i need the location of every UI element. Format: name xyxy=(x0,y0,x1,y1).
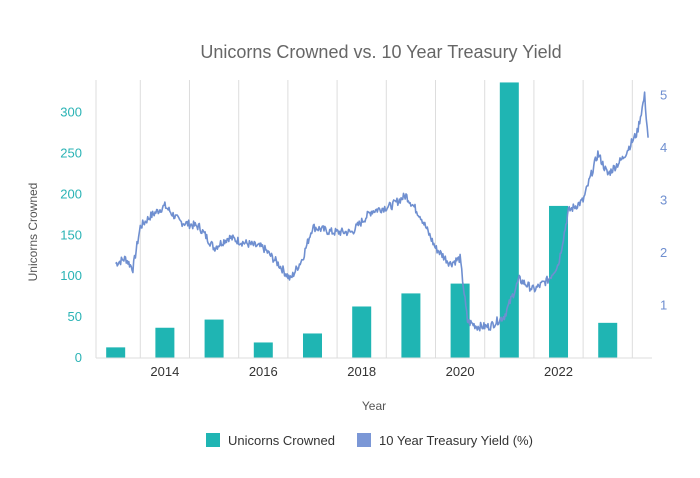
bar xyxy=(204,319,224,358)
x-axis-ticks: 2014 2016 2018 2020 2022 xyxy=(150,364,573,379)
right-axis-ticks: 1 2 3 4 5 xyxy=(660,88,667,313)
y2-tick-label: 5 xyxy=(660,88,667,103)
y-tick-label: 0 xyxy=(75,350,82,365)
gridlines xyxy=(95,80,633,358)
bar xyxy=(352,306,372,358)
legend-swatch-bars xyxy=(206,433,220,447)
y-axis-label: Unicorns Crowned xyxy=(26,183,40,282)
legend: Unicorns Crowned 10 Year Treasury Yield … xyxy=(206,433,533,448)
y2-tick-label: 4 xyxy=(660,140,667,155)
chart-title: Unicorns Crowned vs. 10 Year Treasury Yi… xyxy=(200,42,561,62)
left-axis-ticks: 0 50 100 150 200 250 300 xyxy=(60,105,82,365)
y2-tick-label: 1 xyxy=(660,298,667,313)
y-tick-label: 250 xyxy=(60,146,82,161)
legend-swatch-line xyxy=(357,433,371,447)
bar xyxy=(155,327,175,358)
x-tick-label: 2014 xyxy=(150,364,179,379)
x-tick-label: 2022 xyxy=(544,364,573,379)
legend-label-bars: Unicorns Crowned xyxy=(228,433,335,448)
yield-line xyxy=(115,91,649,332)
bar xyxy=(499,82,519,358)
x-tick-label: 2018 xyxy=(347,364,376,379)
y-tick-label: 300 xyxy=(60,105,82,120)
x-tick-label: 2016 xyxy=(249,364,278,379)
y-tick-label: 100 xyxy=(60,268,82,283)
bar xyxy=(253,342,273,358)
y2-tick-label: 2 xyxy=(660,245,667,260)
bar xyxy=(302,333,322,358)
legend-label-line: 10 Year Treasury Yield (%) xyxy=(379,433,533,448)
bar xyxy=(598,322,618,358)
y-tick-label: 200 xyxy=(60,186,82,201)
bar xyxy=(106,347,126,358)
x-axis-label: Year xyxy=(362,399,386,413)
y-tick-label: 50 xyxy=(68,309,82,324)
x-tick-label: 2020 xyxy=(446,364,475,379)
bar xyxy=(401,293,421,358)
y-tick-label: 150 xyxy=(60,227,82,242)
bar-series xyxy=(106,82,618,358)
y2-tick-label: 3 xyxy=(660,193,667,208)
